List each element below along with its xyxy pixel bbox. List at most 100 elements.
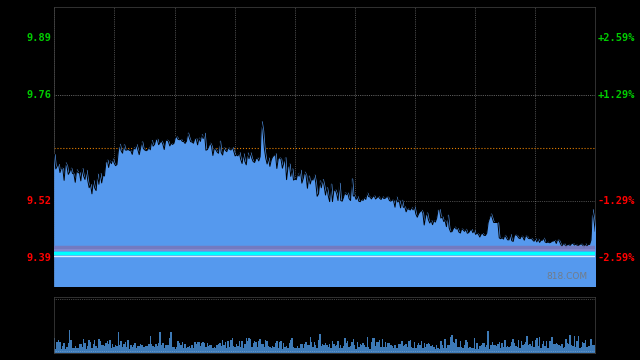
Bar xyxy=(287,348,289,353)
Bar xyxy=(484,347,486,353)
Bar xyxy=(165,345,166,353)
Bar xyxy=(118,332,119,353)
Bar xyxy=(222,340,223,353)
Bar xyxy=(92,348,93,353)
Bar xyxy=(461,347,463,353)
Bar xyxy=(464,345,465,353)
Bar xyxy=(232,338,233,353)
Bar xyxy=(189,346,190,353)
Bar xyxy=(568,344,570,353)
Bar xyxy=(187,347,189,353)
Bar xyxy=(355,349,356,353)
Bar xyxy=(501,343,503,353)
Bar xyxy=(143,347,144,353)
Bar xyxy=(593,345,595,353)
Bar xyxy=(77,348,79,353)
Bar xyxy=(486,345,488,353)
Bar xyxy=(533,347,535,353)
Bar xyxy=(394,345,396,353)
Bar xyxy=(340,345,342,353)
Bar xyxy=(437,348,439,353)
Bar xyxy=(515,346,516,353)
Bar xyxy=(490,345,492,353)
Bar xyxy=(433,347,435,353)
Bar xyxy=(575,347,577,353)
Bar xyxy=(298,348,300,353)
Bar xyxy=(111,348,112,353)
Bar xyxy=(417,345,418,353)
Text: 9.76: 9.76 xyxy=(27,90,52,100)
Bar xyxy=(463,348,464,353)
Bar xyxy=(100,341,101,353)
Bar xyxy=(425,347,426,353)
Bar xyxy=(443,348,444,353)
Bar xyxy=(358,347,360,353)
Bar xyxy=(503,347,504,353)
Bar xyxy=(554,345,556,353)
Bar xyxy=(481,345,482,353)
Text: 9.52: 9.52 xyxy=(27,195,52,206)
Bar xyxy=(367,337,368,353)
Bar xyxy=(348,347,350,353)
Bar xyxy=(571,345,572,353)
Bar xyxy=(282,348,283,353)
Bar xyxy=(336,345,337,353)
Bar xyxy=(424,343,425,353)
Bar xyxy=(154,347,155,353)
Bar xyxy=(105,343,106,353)
Bar xyxy=(244,343,246,353)
Bar xyxy=(410,340,411,353)
Bar xyxy=(137,346,138,353)
Bar xyxy=(205,347,207,353)
Bar xyxy=(540,348,541,353)
Bar xyxy=(546,341,547,353)
Bar xyxy=(168,345,169,353)
Bar xyxy=(140,344,141,353)
Bar xyxy=(507,346,508,353)
Bar xyxy=(201,343,202,353)
Bar xyxy=(556,343,557,353)
Bar xyxy=(184,344,186,353)
Bar xyxy=(81,347,83,353)
Bar xyxy=(386,347,387,353)
Bar xyxy=(129,349,130,353)
Bar xyxy=(431,346,432,353)
Bar xyxy=(138,346,140,353)
Bar xyxy=(275,343,276,353)
Bar xyxy=(316,348,318,353)
Bar xyxy=(371,342,372,353)
Bar xyxy=(237,346,239,353)
Bar xyxy=(548,341,550,353)
Bar xyxy=(69,330,70,353)
Bar xyxy=(120,341,122,353)
Bar xyxy=(72,348,73,353)
Bar xyxy=(426,343,428,353)
Bar xyxy=(290,340,291,353)
Bar xyxy=(350,346,351,353)
Bar xyxy=(74,346,76,353)
Bar xyxy=(339,348,340,353)
Bar xyxy=(304,344,305,353)
Bar xyxy=(106,341,108,353)
Bar xyxy=(460,341,461,353)
Bar xyxy=(271,348,272,353)
Bar xyxy=(66,347,68,353)
Bar xyxy=(547,348,548,353)
Bar xyxy=(450,337,451,353)
Text: 9.39: 9.39 xyxy=(27,253,52,263)
Bar xyxy=(70,340,72,353)
Bar xyxy=(243,348,244,353)
Text: +1.29%: +1.29% xyxy=(598,90,636,100)
Bar xyxy=(68,343,69,353)
Bar xyxy=(241,341,243,353)
Bar xyxy=(514,343,515,353)
Bar xyxy=(573,336,575,353)
Bar xyxy=(392,346,393,353)
Bar xyxy=(532,341,533,353)
Bar xyxy=(97,348,98,353)
Bar xyxy=(236,344,237,353)
Bar xyxy=(133,345,134,353)
Bar xyxy=(124,345,125,353)
Bar xyxy=(500,348,501,353)
Bar xyxy=(445,348,447,353)
